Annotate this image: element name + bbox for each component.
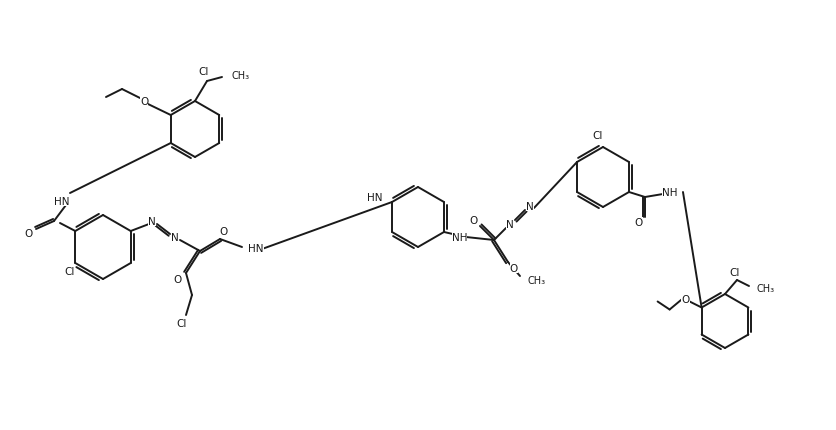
Text: HN: HN xyxy=(54,197,69,206)
Text: O: O xyxy=(509,264,517,273)
Text: O: O xyxy=(681,295,689,305)
Text: N: N xyxy=(148,216,155,227)
Text: CH₃: CH₃ xyxy=(232,71,250,81)
Text: Cl: Cl xyxy=(729,267,739,277)
Text: N: N xyxy=(526,202,533,212)
Text: HN: HN xyxy=(366,193,381,203)
Text: O: O xyxy=(220,227,228,237)
Text: CH₃: CH₃ xyxy=(756,283,774,293)
Text: O: O xyxy=(24,228,32,239)
Text: NH: NH xyxy=(661,187,677,197)
Text: N: N xyxy=(171,233,179,243)
Text: HN: HN xyxy=(247,243,263,253)
Text: Cl: Cl xyxy=(592,131,603,141)
Text: O: O xyxy=(469,215,477,225)
Text: O: O xyxy=(174,274,182,284)
Text: O: O xyxy=(634,218,642,227)
Text: Cl: Cl xyxy=(176,318,187,328)
Text: N: N xyxy=(506,219,513,230)
Text: NH: NH xyxy=(451,233,467,243)
Text: Cl: Cl xyxy=(64,266,75,276)
Text: O: O xyxy=(140,97,148,107)
Text: CH₃: CH₃ xyxy=(528,275,545,286)
Text: Cl: Cl xyxy=(199,67,209,77)
